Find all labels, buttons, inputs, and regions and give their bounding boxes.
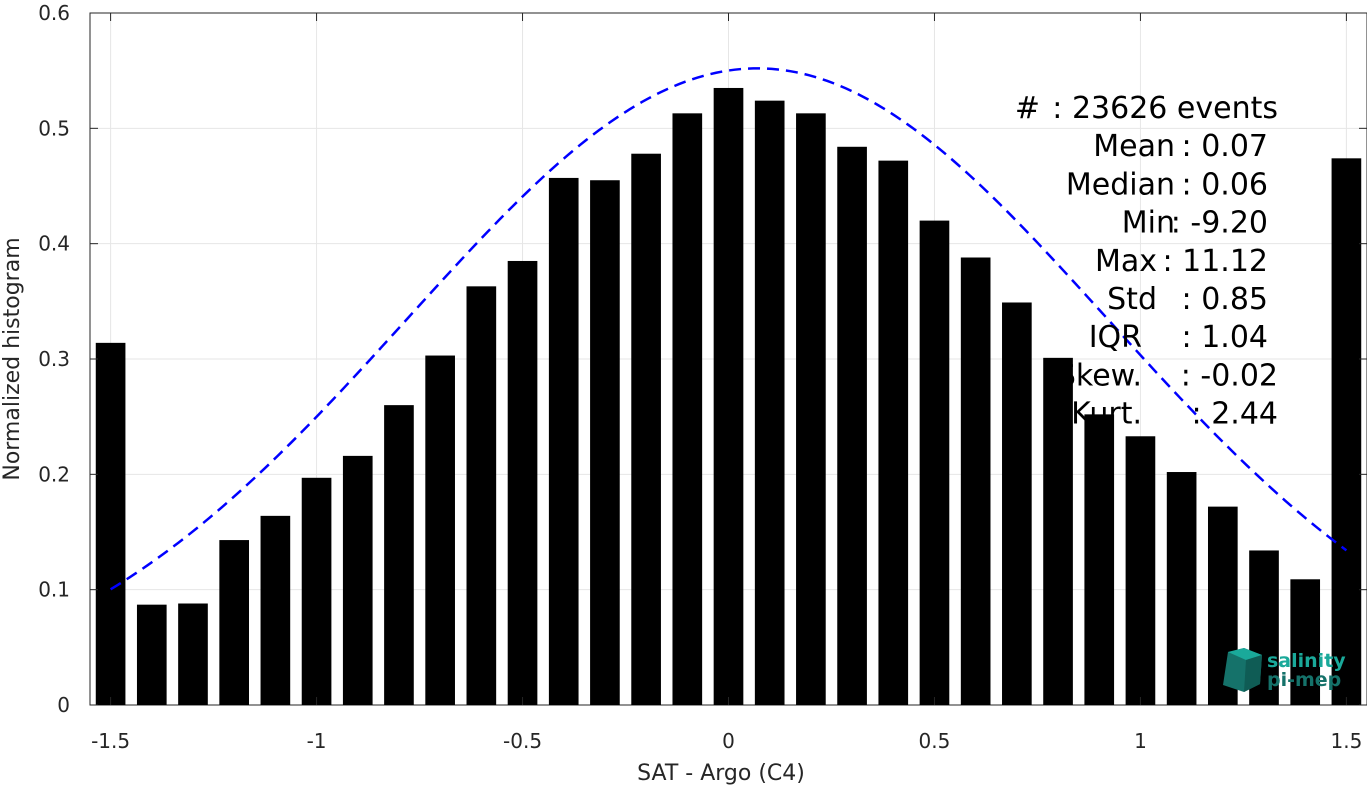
y-tick-label: 0.1 [38, 578, 70, 602]
stat-value: : 0.07 [1182, 129, 1268, 164]
histogram-bar [384, 405, 414, 705]
stat-value: : 2.44 [1192, 397, 1278, 432]
histogram-bar [95, 342, 126, 705]
histogram-bar [796, 113, 826, 706]
histogram-bar [301, 477, 332, 705]
y-axis: 0 0.1 0.2 0.3 0.4 0.5 0.6 [38, 1, 1367, 717]
stat-value: : -0.02 [1181, 358, 1278, 393]
y-axis-label: Normalized histogram [0, 237, 25, 480]
histogram-bar [342, 455, 373, 705]
x-tick-label: 0 [722, 729, 735, 753]
stat-value: : 11.12 [1162, 244, 1268, 279]
x-tick-label: 1 [1134, 729, 1147, 753]
x-tick-label: -1.5 [91, 729, 130, 753]
y-tick-label: 0.5 [38, 116, 70, 140]
stat-value: : 23626 events [1052, 91, 1278, 126]
histogram-bar [219, 540, 250, 705]
histogram-bar [548, 177, 579, 706]
stat-value: : 1.04 [1182, 320, 1268, 355]
stat-label: Kurt. [1071, 397, 1142, 432]
y-tick-label: 0.4 [38, 232, 70, 256]
stat-label: Min [1122, 206, 1175, 241]
stat-label: Mean [1093, 129, 1175, 164]
x-axis: -1.5 -1 -0.5 0 0.5 1 1.5 [91, 13, 1362, 753]
stat-label: Max [1095, 244, 1157, 279]
y-tick-label: 0.3 [38, 347, 70, 371]
y-tick-label: 0 [57, 693, 70, 717]
histogram-bar [1125, 436, 1156, 705]
stat-label: Median [1066, 167, 1175, 202]
logo-line1: salinity [1267, 650, 1346, 672]
x-tick-label: -0.5 [503, 729, 542, 753]
histogram-bar [1166, 472, 1197, 705]
x-axis-label: SAT - Argo (C4) [637, 761, 805, 786]
histogram-bar [425, 355, 455, 705]
logo-line2: pi-mep [1267, 669, 1341, 691]
histogram-bar [631, 153, 661, 705]
histogram-bar [178, 603, 208, 705]
salinity-pimep-logo: salinity pi-mep [1223, 648, 1346, 692]
histogram-bar [590, 180, 620, 705]
stat-label: Skew. [1057, 358, 1142, 393]
histogram-bar [754, 100, 785, 706]
histogram-bar [713, 87, 744, 705]
histogram-bar [1331, 158, 1362, 705]
histogram-bar [1043, 357, 1073, 705]
histogram-bar [1084, 414, 1115, 705]
y-tick-label: 0.2 [38, 462, 70, 486]
histogram-bar [136, 604, 167, 705]
histogram-bar [837, 146, 867, 705]
stat-value: : 0.06 [1182, 167, 1268, 202]
histogram-bar [960, 257, 991, 705]
histogram-bar [507, 260, 538, 705]
x-tick-label: -1 [307, 729, 327, 753]
stat-value: : -9.20 [1171, 206, 1268, 241]
histogram-bar [878, 160, 909, 706]
histogram-bar [466, 286, 497, 705]
stat-value: : 0.85 [1182, 282, 1268, 317]
stat-label: IQR [1089, 320, 1142, 355]
histogram-bar [672, 113, 703, 706]
histogram-bar [1002, 302, 1032, 705]
x-tick-label: 1.5 [1330, 729, 1362, 753]
histogram-bar [919, 220, 950, 705]
stat-label: Std [1107, 282, 1157, 317]
gaussian-fit-curve [109, 67, 1348, 591]
histogram-bar [260, 515, 291, 705]
stat-label: # [1015, 91, 1040, 126]
cube-icon [1223, 648, 1262, 692]
y-tick-label: 0.6 [38, 1, 70, 25]
histogram-bar [1290, 579, 1321, 705]
x-tick-label: 0.5 [919, 729, 951, 753]
bars [95, 87, 1362, 706]
